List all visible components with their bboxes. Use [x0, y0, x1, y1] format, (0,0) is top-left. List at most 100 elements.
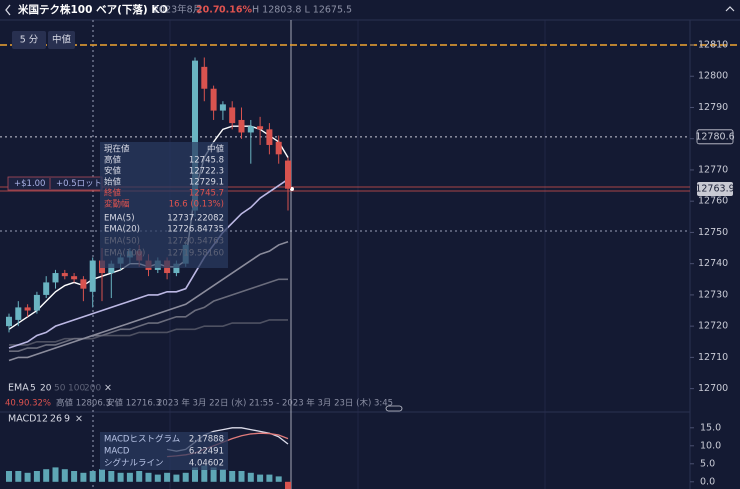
- candle-body: [24, 307, 31, 311]
- histogram-bar: [6, 471, 12, 482]
- y-tick-label: 12790: [698, 102, 728, 113]
- tooltip-value: 12726.84735: [167, 225, 224, 235]
- tooltip-label: 安値: [104, 166, 122, 177]
- macd-remove[interactable]: ×: [75, 414, 83, 425]
- candle-body: [108, 263, 115, 274]
- tooltip-label: 高値: [104, 155, 122, 166]
- back-button[interactable]: [5, 4, 11, 16]
- tooltip-value: 12729.1: [189, 178, 224, 188]
- macd-tooltip-label: MACDヒストグラム: [104, 434, 180, 445]
- macd-param: 12: [36, 414, 48, 425]
- y-tick-label: 12760: [698, 196, 728, 207]
- candle-body: [71, 276, 78, 280]
- macd-tooltip: [100, 432, 228, 470]
- collapse-button[interactable]: [725, 6, 735, 12]
- histogram-bar: [52, 467, 59, 482]
- histogram-bar: [33, 471, 40, 482]
- ema-remove[interactable]: ×: [104, 383, 112, 394]
- current-price-box: [697, 182, 733, 197]
- candle-body: [247, 126, 254, 133]
- candle-body: [238, 119, 245, 133]
- macd-tooltip-label: シグナルライン: [104, 458, 164, 469]
- candle-body: [229, 107, 236, 124]
- histogram-bar: [285, 481, 291, 489]
- candle-body: [33, 294, 40, 311]
- y-tick-label: 12770: [698, 164, 728, 175]
- histogram-bar: [266, 474, 273, 482]
- histogram-bar: [99, 469, 105, 482]
- tooltip-value: 12745.7: [189, 189, 224, 199]
- y-tick-label: 12700: [698, 383, 728, 394]
- histogram-bar: [136, 471, 143, 482]
- y-tick-label: 15.0: [700, 422, 721, 433]
- y-tick-label: 12730: [698, 289, 728, 300]
- ema-legend-label: EMA: [8, 383, 29, 394]
- tooltip-label: EMA(5): [104, 214, 135, 224]
- y-tick-label: 12740: [698, 258, 728, 269]
- interval-label: 5 分: [20, 35, 39, 46]
- candle-body: [275, 141, 282, 155]
- y-tick-label: 5.0: [700, 458, 715, 469]
- histogram-bar: [238, 471, 245, 482]
- macd-param: 9: [64, 414, 70, 425]
- histogram-bar: [173, 474, 180, 482]
- tooltip-label: 始値: [104, 177, 122, 188]
- histogram-bar: [145, 472, 152, 482]
- histogram-bar: [210, 467, 217, 482]
- period-high: 高値 12806.3: [56, 398, 111, 409]
- histogram-bar: [154, 474, 161, 482]
- macd-tooltip-rows: MACDヒストグラム 2.17888 MACD 6.22491 シグナルライン 4.046…: [104, 434, 224, 469]
- candle-body: [192, 60, 198, 211]
- candle-body: [257, 126, 264, 130]
- candle-body: [52, 273, 59, 283]
- line: [8, 178, 289, 349]
- tooltip-label: EMA(20): [104, 225, 140, 235]
- y-tick-label: 10.0: [700, 440, 721, 451]
- period-low: 安値 12716.3: [106, 398, 161, 409]
- candle-body: [15, 307, 22, 320]
- order-amount[interactable]: +$1.00: [14, 179, 45, 189]
- price-type-button[interactable]: [48, 31, 75, 49]
- tooltip-value: 12719.58160: [167, 249, 224, 259]
- y-tick-label: 12710: [698, 352, 728, 363]
- period-change-pct: 0.32%: [24, 399, 51, 409]
- period: 2023年8月: [153, 4, 202, 16]
- macd-legend-label: MACD: [8, 414, 36, 425]
- tooltip-value: 16.6 (0.13%): [169, 200, 224, 210]
- histogram-bar: [192, 467, 198, 482]
- legend-entry: 5: [30, 384, 36, 394]
- histogram-bar: [182, 472, 189, 482]
- interval-button[interactable]: [12, 31, 46, 49]
- period-range: 2023 年 3月 22日 (水) 21:55 - 2023 年 3月 23日 …: [157, 398, 393, 409]
- histogram-bar: [71, 471, 78, 482]
- histogram-bar: [126, 472, 133, 482]
- tooltip-label: EMA(50): [104, 237, 140, 247]
- tooltip-value: 中値: [207, 144, 225, 155]
- y-tick-label: 12720: [698, 321, 728, 332]
- tooltip-value: 12745.8: [189, 156, 224, 166]
- y-tick-label: 0.0: [700, 476, 715, 487]
- candle-body: [210, 88, 217, 111]
- histogram-bar: [229, 471, 236, 482]
- reference-label: 12780.6: [695, 131, 734, 142]
- histogram-bar: [80, 472, 87, 482]
- current-price-label: 12763.9: [695, 184, 734, 195]
- legend-entry: 200: [84, 384, 101, 394]
- order-lot[interactable]: +0.5ロット: [56, 179, 102, 189]
- legend-entry: 20: [40, 384, 52, 394]
- candle-body: [61, 273, 68, 277]
- macd-param: 26: [50, 414, 62, 425]
- histogram-bar: [43, 469, 50, 482]
- candle-body: [43, 282, 50, 295]
- histogram-bar: [201, 465, 208, 482]
- tooltip: [100, 142, 228, 268]
- legend-entry: 100: [68, 384, 85, 394]
- tooltip-value: 12737.22082: [167, 214, 224, 224]
- candle-body: [80, 279, 87, 289]
- histogram-bar: [247, 472, 254, 482]
- panel-resize-handle[interactable]: [385, 405, 403, 412]
- macd-tooltip-label: MACD: [104, 447, 130, 457]
- histogram-bar: [108, 471, 115, 482]
- y-tick-label: 12750: [698, 227, 728, 238]
